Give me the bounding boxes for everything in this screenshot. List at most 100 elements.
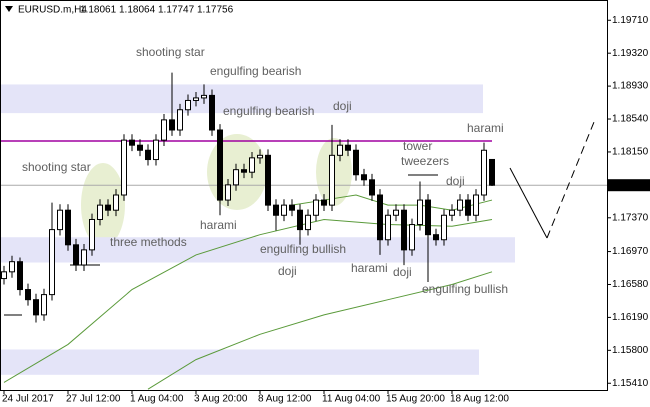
- zone: [1, 349, 479, 375]
- annotation: tweezers: [401, 154, 449, 168]
- candle-body: [441, 214, 447, 241]
- y-tick-label: 1.19710: [612, 15, 649, 26]
- y-tick-label: 1.16190: [612, 312, 649, 323]
- symbol: EURUSD.m,H4: [18, 5, 87, 16]
- y-tick-label: 1.18930: [612, 81, 649, 92]
- header-value: 1.18061: [80, 5, 117, 16]
- x-tick-label: 24 Jul 2017: [2, 394, 54, 405]
- candle-body: [145, 149, 151, 161]
- candle-body: [273, 204, 279, 216]
- candle-body: [249, 157, 255, 173]
- candle-body: [169, 119, 175, 131]
- x-tick-label: 1 Aug 04:00: [130, 394, 184, 405]
- candle-body: [81, 249, 87, 266]
- candle-body: [369, 179, 375, 196]
- annotation: engulfing bullish: [260, 242, 346, 256]
- x-tick-label: 15 Aug 20:00: [386, 394, 445, 405]
- candle-body: [321, 199, 327, 206]
- annotation: shooting star: [136, 45, 205, 59]
- last-price-box: [608, 179, 650, 192]
- header-value: 1.17747: [158, 5, 195, 16]
- candle-body: [193, 97, 199, 101]
- candle-body: [361, 174, 367, 181]
- candle-body: [153, 139, 159, 161]
- candle-body: [481, 149, 487, 196]
- candle-body: [401, 209, 407, 251]
- candle-body: [313, 199, 319, 216]
- annotation: tower: [403, 139, 432, 153]
- candle-body: [49, 229, 55, 296]
- projection-line: [546, 121, 595, 239]
- y-tick-label: 1.16970: [612, 246, 649, 257]
- candle-body: [409, 224, 415, 251]
- y-tick-label: 1.17370: [612, 212, 649, 223]
- plot: [0, 72, 607, 390]
- candle-body: [57, 209, 63, 231]
- candle-body: [337, 144, 343, 156]
- candle-body: [257, 154, 263, 159]
- candle-body: [433, 234, 439, 241]
- candle-body: [105, 204, 111, 211]
- header-value: 1.17756: [197, 5, 234, 16]
- annotation: shooting star: [22, 160, 91, 174]
- candle-body: [353, 149, 359, 176]
- annotation: engulfing bearish: [223, 104, 314, 118]
- moving-average: [147, 271, 493, 390]
- annotation: doji: [446, 174, 465, 188]
- candle-body: [489, 158, 495, 186]
- x-tick-label: 18 Aug 12:00: [450, 394, 509, 405]
- y-tick-label: 1.18540: [612, 114, 649, 125]
- candle-body: [113, 194, 119, 211]
- candle-body: [457, 199, 463, 211]
- candle-body: [241, 169, 247, 173]
- zone: [1, 84, 483, 114]
- annotation: engulfing bearish: [210, 64, 301, 78]
- candle-body: [265, 154, 271, 206]
- y-tick-label: 1.15800: [612, 345, 649, 356]
- last-price-label: 1.17756: [612, 180, 649, 191]
- annotation: engulfing bullish: [422, 282, 508, 296]
- candle-body: [345, 144, 351, 151]
- candle-body: [425, 199, 431, 236]
- candle-body: [201, 94, 207, 99]
- candle-body: [385, 214, 391, 241]
- y-tick-label: 1.19320: [612, 48, 649, 59]
- x-tick-label: 27 Jul 12:00: [66, 394, 121, 405]
- candle-body: [393, 209, 399, 216]
- y-tick-label: 1.15410: [612, 378, 649, 389]
- annotation: harami: [351, 261, 388, 275]
- annotation: three methods: [110, 235, 187, 249]
- annotation: doji: [333, 99, 352, 113]
- candle-body: [289, 204, 295, 211]
- plot-frame: [0, 0, 608, 391]
- candle-body: [73, 244, 79, 266]
- candle-body: [297, 209, 303, 231]
- candle-body: [185, 99, 191, 111]
- candle-body: [473, 194, 479, 216]
- candle-body: [449, 209, 455, 216]
- x-tick-label: 3 Aug 20:00: [194, 394, 248, 405]
- y-tick-label: 1.16580: [612, 279, 649, 290]
- candle-body: [17, 261, 23, 291]
- candle-body: [305, 214, 311, 231]
- annotation: doji: [393, 265, 412, 279]
- y-tick-label: 1.18150: [612, 147, 649, 158]
- candle-body: [9, 261, 15, 273]
- annotation: harami: [467, 121, 504, 135]
- candle-body: [97, 204, 103, 220]
- candle-body: [25, 289, 31, 301]
- candle-body: [65, 209, 71, 246]
- candle-body: [209, 94, 215, 131]
- header-icon: [5, 6, 13, 12]
- candle-body: [417, 199, 423, 226]
- candle-body: [161, 119, 167, 141]
- candle-body: [233, 169, 239, 186]
- candle-body: [465, 199, 471, 216]
- candle-body: [121, 139, 127, 196]
- projection-line: [509, 167, 548, 239]
- x-tick-label: 8 Aug 12:00: [258, 394, 312, 405]
- x-tick-label: 11 Aug 04:00: [322, 394, 381, 405]
- candle-body: [89, 218, 95, 251]
- candle-body: [33, 299, 39, 316]
